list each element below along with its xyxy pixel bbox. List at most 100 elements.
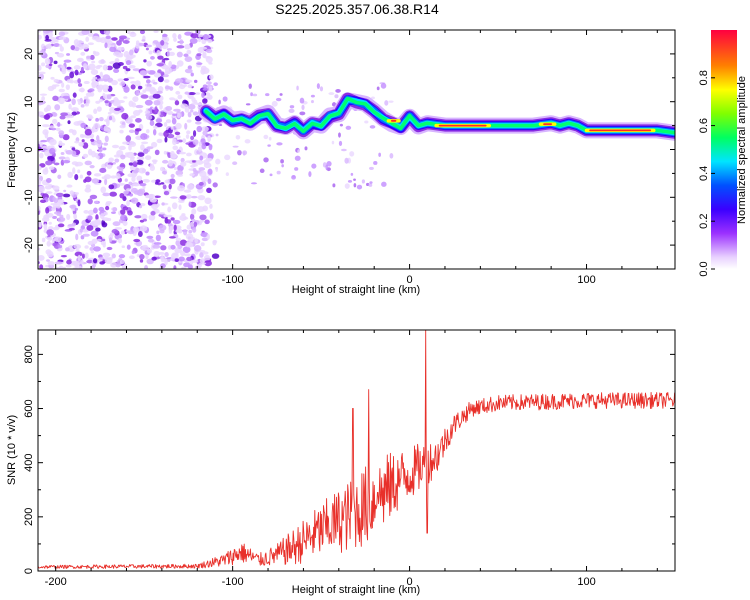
noise-speckle bbox=[201, 92, 205, 98]
noise-speckle bbox=[248, 83, 252, 89]
noise-speckle bbox=[299, 111, 306, 116]
colorbar-gradient bbox=[711, 30, 737, 269]
noise-speckle bbox=[388, 100, 394, 103]
noise-speckle bbox=[66, 66, 72, 70]
noise-speckle bbox=[141, 141, 149, 145]
noise-speckle bbox=[344, 183, 350, 189]
noise-speckle bbox=[49, 125, 55, 129]
noise-speckle bbox=[199, 219, 205, 223]
noise-speckle bbox=[207, 39, 213, 44]
y-tick-label: 0 bbox=[23, 568, 35, 574]
noise-speckle bbox=[179, 239, 188, 246]
noise-speckle bbox=[123, 86, 130, 93]
noise-speckle bbox=[170, 173, 175, 179]
noise-speckle bbox=[41, 237, 46, 243]
noise-speckle bbox=[242, 150, 248, 156]
noise-speckle bbox=[82, 142, 89, 149]
noise-speckle bbox=[102, 147, 107, 151]
noise-speckle bbox=[65, 149, 74, 155]
noise-speckle bbox=[60, 254, 67, 258]
noise-speckle bbox=[38, 146, 42, 152]
y-tick-label: 400 bbox=[23, 454, 35, 472]
noise-speckle bbox=[82, 153, 89, 158]
noise-speckle bbox=[174, 247, 183, 254]
noise-speckle bbox=[109, 191, 118, 197]
noise-speckle bbox=[145, 171, 150, 176]
y-tick-label: -20 bbox=[23, 237, 35, 253]
noise-speckle bbox=[87, 42, 94, 46]
noise-speckle bbox=[168, 229, 172, 234]
noise-speckle bbox=[176, 51, 183, 58]
noise-speckle bbox=[38, 254, 45, 261]
noise-speckle bbox=[184, 56, 193, 62]
noise-speckle bbox=[38, 64, 42, 71]
noise-speckle bbox=[153, 30, 159, 34]
noise-speckle bbox=[148, 214, 156, 221]
noise-speckle bbox=[162, 159, 169, 164]
noise-speckle bbox=[175, 237, 182, 241]
noise-speckle bbox=[153, 250, 161, 257]
noise-speckle bbox=[177, 94, 183, 100]
noise-speckle bbox=[139, 30, 146, 35]
noise-speckle bbox=[44, 167, 48, 172]
noise-speckle bbox=[349, 151, 355, 157]
noise-speckle bbox=[162, 33, 168, 38]
noise-speckle bbox=[345, 125, 352, 130]
noise-speckle bbox=[146, 258, 154, 265]
noise-speckle bbox=[186, 130, 191, 135]
noise-speckle bbox=[389, 153, 394, 159]
noise-speckle bbox=[165, 106, 173, 111]
noise-speckle bbox=[148, 50, 153, 55]
colorbar-tick-label: 0.0 bbox=[698, 261, 710, 276]
noise-speckle bbox=[48, 63, 53, 67]
noise-speckle bbox=[46, 240, 51, 247]
noise-speckle bbox=[104, 257, 113, 265]
noise-speckle bbox=[56, 192, 64, 197]
noise-speckle bbox=[170, 217, 175, 221]
noise-speckle bbox=[176, 112, 181, 119]
noise-speckle bbox=[199, 262, 207, 265]
noise-speckle bbox=[139, 254, 145, 260]
noise-speckle bbox=[93, 108, 98, 115]
noise-speckle bbox=[125, 135, 132, 142]
noise-speckle bbox=[93, 173, 102, 177]
noise-speckle bbox=[72, 167, 76, 174]
noise-speckle bbox=[163, 214, 167, 218]
noise-speckle bbox=[175, 240, 181, 246]
noise-speckle bbox=[190, 164, 196, 168]
noise-speckle bbox=[74, 192, 79, 195]
noise-speckle bbox=[87, 32, 94, 37]
noise-speckle bbox=[168, 51, 175, 56]
noise-speckle bbox=[95, 155, 100, 159]
noise-speckle bbox=[319, 86, 324, 92]
noise-speckle bbox=[94, 219, 102, 226]
noise-speckle bbox=[120, 81, 126, 87]
noise-speckle bbox=[153, 99, 161, 106]
colorbar-tick-label: 0.8 bbox=[698, 70, 710, 85]
noise-speckle bbox=[158, 224, 167, 232]
noise-speckle bbox=[164, 136, 168, 143]
noise-speckle bbox=[58, 97, 65, 105]
noise-speckle bbox=[197, 194, 206, 201]
noise-speckle bbox=[162, 184, 167, 190]
noise-speckle bbox=[53, 211, 62, 215]
noise-speckle bbox=[56, 202, 65, 206]
noise-speckle bbox=[175, 90, 181, 95]
spectrogram-x-label: Height of straight line (km) bbox=[292, 284, 420, 296]
noise-speckle bbox=[92, 258, 98, 264]
noise-speckle bbox=[186, 224, 192, 230]
noise-speckle bbox=[57, 122, 61, 127]
noise-speckle bbox=[199, 46, 208, 50]
noise-speckle bbox=[378, 152, 381, 157]
noise-speckle bbox=[132, 183, 141, 187]
noise-speckle bbox=[193, 79, 198, 84]
noise-speckle bbox=[183, 216, 189, 220]
noise-speckle bbox=[151, 203, 159, 210]
noise-speckle bbox=[38, 185, 45, 193]
noise-speckle bbox=[136, 175, 143, 182]
noise-speckle bbox=[156, 49, 161, 57]
colorbar-label: Normalized spectral amplitude bbox=[736, 76, 748, 224]
noise-speckle bbox=[86, 55, 91, 59]
noise-speckle bbox=[90, 250, 95, 254]
noise-speckle bbox=[150, 80, 154, 84]
